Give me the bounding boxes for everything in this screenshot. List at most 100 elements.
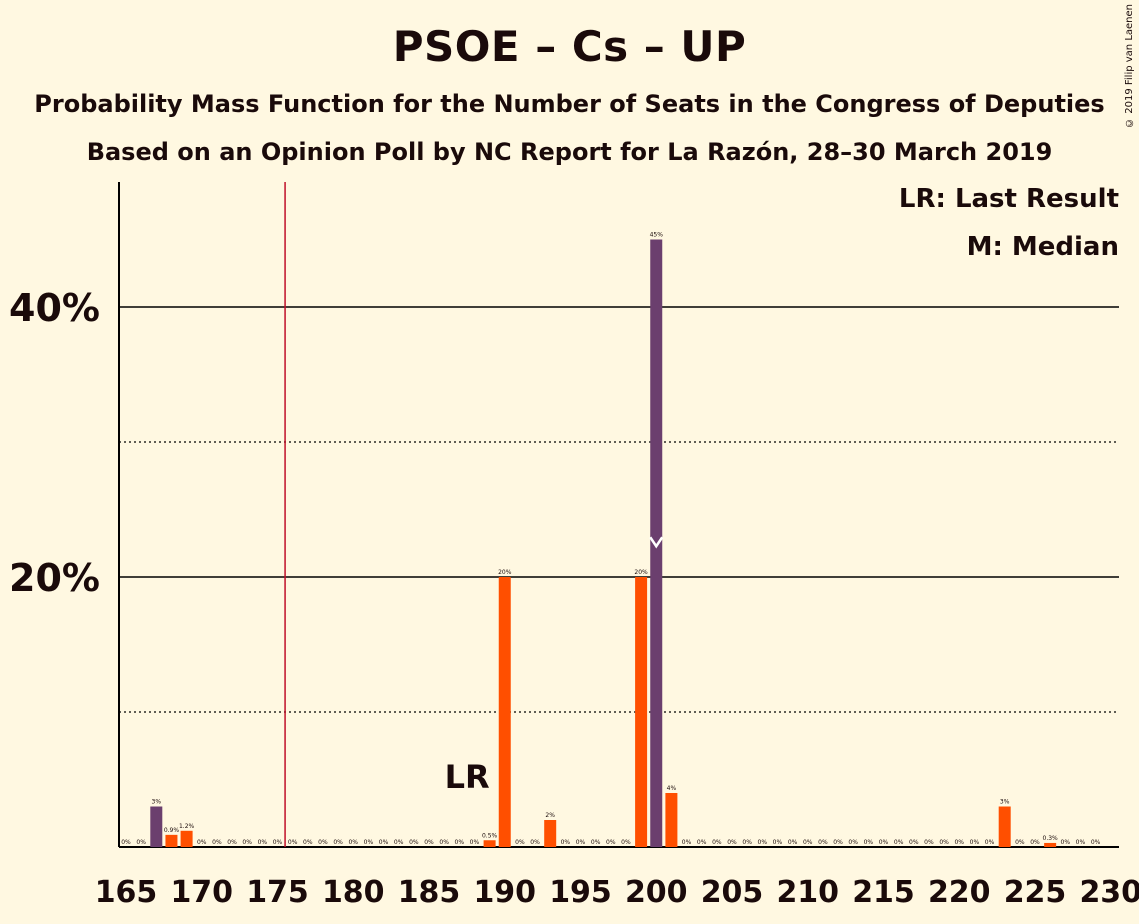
bar-value-label: 0% — [1061, 839, 1071, 846]
bar-value-label: 0% — [409, 839, 419, 846]
bar-value-label: 0% — [258, 839, 268, 846]
bar-value-label: 0% — [561, 839, 571, 846]
bar-value-label: 3% — [1000, 799, 1010, 806]
bar-value-label: 0% — [364, 839, 374, 846]
bar-value-label: 0% — [1030, 839, 1040, 846]
x-tick-label: 170 — [170, 875, 233, 910]
bar-value-label: 0% — [591, 839, 601, 846]
bar-value-label: 0% — [439, 839, 449, 846]
bar-seats-168 — [165, 834, 178, 847]
bar-value-label: 0% — [530, 839, 540, 846]
chart-source-line: Based on an Opinion Poll by NC Report fo… — [86, 138, 1053, 166]
bar-value-label: 0% — [470, 839, 480, 846]
bar-value-label: 0% — [773, 839, 783, 846]
x-tick-label: 200 — [625, 875, 688, 910]
x-tick-label: 205 — [701, 875, 764, 910]
bar-value-label: 0% — [288, 839, 298, 846]
bar-value-label: 0% — [121, 839, 131, 846]
bar-value-label: 20% — [634, 569, 648, 576]
bar-value-label: 0% — [606, 839, 616, 846]
x-tick-label: 225 — [1004, 875, 1067, 910]
bar-value-label: 0% — [924, 839, 934, 846]
bar-value-label: 0% — [576, 839, 586, 846]
bar-value-label: 0% — [742, 839, 752, 846]
bar-value-label: 0% — [864, 839, 874, 846]
x-tick-label: 175 — [246, 875, 309, 910]
chart-title: PSOE – Cs – UP — [392, 22, 747, 71]
bar-value-label: 0% — [697, 839, 707, 846]
bar-value-label: 0% — [348, 839, 358, 846]
bar-value-label: 0% — [712, 839, 722, 846]
bar-value-label: 0% — [909, 839, 919, 846]
bar-seats-223 — [998, 806, 1011, 847]
bar-value-label: 0.9% — [164, 827, 180, 834]
bar-value-label: 0% — [1076, 839, 1086, 846]
chart-subtitle: Probability Mass Function for the Number… — [34, 90, 1105, 118]
bar-seats-167 — [150, 806, 163, 847]
y-tick-label: 20% — [9, 556, 100, 600]
y-tick-label: 40% — [9, 286, 100, 330]
bar-value-label: 0% — [318, 839, 328, 846]
bar-value-label: 0.5% — [482, 832, 498, 839]
bar-value-label: 1.2% — [179, 823, 195, 830]
bar-value-label: 0% — [758, 839, 768, 846]
bar-value-label: 45% — [650, 232, 664, 239]
bar-value-label: 0% — [833, 839, 843, 846]
bar-value-label: 2% — [545, 812, 555, 819]
bar-value-label: 0.3% — [1043, 835, 1059, 842]
bar-value-label: 4% — [667, 785, 677, 792]
bar-seats-199 — [635, 577, 648, 847]
bar-value-label: 0% — [1091, 839, 1101, 846]
bar-value-label: 0% — [818, 839, 828, 846]
x-tick-label: 210 — [776, 875, 839, 910]
bar-value-label: 0% — [970, 839, 980, 846]
bar-value-label: 0% — [242, 839, 252, 846]
bar-value-label: 0% — [788, 839, 798, 846]
bar-value-label: 0% — [136, 839, 146, 846]
bar-seats-193 — [544, 820, 557, 847]
bar-value-label: 0% — [303, 839, 313, 846]
bar-seats-200 — [650, 239, 663, 847]
bar-value-label: 0% — [455, 839, 465, 846]
bar-value-label: 0% — [727, 839, 737, 846]
bar-value-label: 0% — [379, 839, 389, 846]
legend-last-result: LR: Last Result — [898, 184, 1119, 214]
bar-seats-226 — [1044, 842, 1057, 847]
bar-value-label: 0% — [227, 839, 237, 846]
x-tick-label: 195 — [549, 875, 612, 910]
x-tick-label: 220 — [928, 875, 991, 910]
bar-value-label: 0% — [985, 839, 995, 846]
bar-value-label: 0% — [424, 839, 434, 846]
x-tick-label: 230 — [1079, 875, 1139, 910]
bar-value-label: 0% — [894, 839, 904, 846]
bar-seats-201 — [665, 793, 678, 847]
bar-value-label: 3% — [152, 799, 162, 806]
bar-seats-190 — [498, 577, 511, 847]
last-result-label: LR — [445, 758, 490, 796]
bar-value-label: 20% — [498, 569, 512, 576]
bar-value-label: 0% — [803, 839, 813, 846]
bar-value-label: 0% — [879, 839, 889, 846]
x-tick-label: 165 — [95, 875, 158, 910]
bar-value-label: 0% — [515, 839, 525, 846]
bar-value-label: 0% — [197, 839, 207, 846]
bar-value-label: 0% — [848, 839, 858, 846]
bar-value-label: 0% — [939, 839, 949, 846]
bar-seats-189 — [483, 840, 496, 847]
x-tick-label: 190 — [473, 875, 536, 910]
bar-value-label: 0% — [682, 839, 692, 846]
median-marker — [649, 536, 664, 549]
bar-value-label: 0% — [394, 839, 404, 846]
bar-value-label: 0% — [273, 839, 283, 846]
bar-value-label: 0% — [212, 839, 222, 846]
x-tick-label: 185 — [398, 875, 461, 910]
bar-value-label: 0% — [333, 839, 343, 846]
bar-seats-169 — [180, 830, 193, 847]
x-tick-label: 215 — [852, 875, 915, 910]
bar-value-label: 0% — [954, 839, 964, 846]
legend-median: M: Median — [966, 232, 1119, 262]
x-tick-label: 180 — [322, 875, 385, 910]
bar-value-label: 0% — [621, 839, 631, 846]
bar-value-label: 0% — [1015, 839, 1025, 846]
